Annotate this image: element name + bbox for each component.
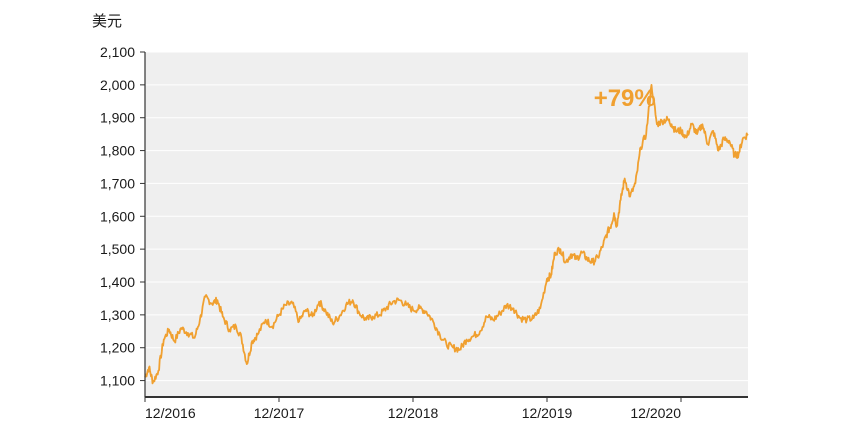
y-axis-unit-label: 美元 <box>92 12 122 30</box>
series-line <box>144 84 749 385</box>
y-axis-ticks: 1,100 1,200 1,300 1,400 1,500 1,600 1,700 1,800… <box>100 44 145 389</box>
y-tick-label: 2,100 <box>100 44 135 60</box>
x-tick-label: 12/2018 <box>388 405 439 421</box>
y-tick-label: 1,500 <box>100 241 135 257</box>
percent-change-annotation: +79% <box>594 85 656 112</box>
x-tick-label: 12/2020 <box>630 405 681 421</box>
x-tick-label: 12/2019 <box>522 405 573 421</box>
x-tick-label: 12/2017 <box>254 405 305 421</box>
y-tick-label: 1,900 <box>100 110 135 126</box>
x-axis-ticks: 12/2016 12/2017 12/2018 12/2019 12/2020 <box>144 397 682 421</box>
y-tick-label: 1,200 <box>100 340 135 356</box>
y-tick-label: 2,000 <box>100 77 135 93</box>
x-tick-label: 12/2016 <box>145 405 196 421</box>
y-tick-label: 1,700 <box>100 175 135 191</box>
y-tick-label: 1,300 <box>100 307 135 323</box>
y-tick-label: 1,100 <box>100 373 135 389</box>
y-tick-label: 1,600 <box>100 208 135 224</box>
plot-background <box>145 52 748 397</box>
gridlines <box>145 51 748 382</box>
y-tick-label: 1,400 <box>100 274 135 290</box>
y-tick-label: 1,800 <box>100 143 135 159</box>
